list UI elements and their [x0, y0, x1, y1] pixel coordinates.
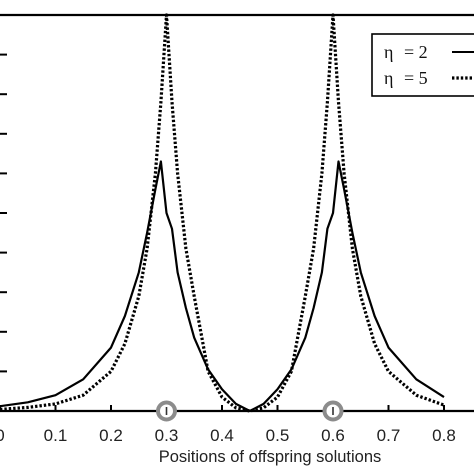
plot-frame	[0, 13, 474, 413]
x-axis-title: Positions of offspring solutions	[159, 448, 382, 466]
y-axis-ticks	[0, 53, 7, 373]
legend-label: = 2	[404, 42, 428, 62]
legend-item-0: η = 2	[384, 42, 474, 62]
legend: η = 2 η = 5	[371, 33, 474, 97]
legend-box	[371, 33, 474, 97]
legend-symbol: η	[384, 42, 393, 62]
x-axis-tick-labels: 0 0.1 0.2 0.3 0.4 0.5 0.6 0.7 0.8	[0, 426, 456, 445]
x-tick-label: 0	[0, 426, 5, 445]
legend-label: = 5	[404, 68, 428, 88]
x-tick-label: 0.8	[432, 426, 456, 445]
x-tick-label: 0.7	[377, 426, 401, 445]
legend-item-1: η = 5	[384, 68, 474, 88]
x-tick-label: 0.1	[44, 426, 68, 445]
legend-symbol: η	[384, 68, 393, 88]
parent-solution-marker	[156, 400, 177, 422]
x-tick-label: 0.5	[266, 426, 290, 445]
series-layer	[0, 13, 445, 413]
x-tick-label: 0.2	[99, 426, 123, 445]
parent-solution-marker	[322, 400, 344, 422]
parent-solution-markers	[156, 400, 344, 422]
x-tick-label: 0.3	[155, 426, 179, 445]
x-tick-label: 0.4	[210, 426, 234, 445]
series-line-solid	[0, 160, 445, 413]
x-tick-label: 0.6	[321, 426, 345, 445]
series-line-dotted	[0, 13, 445, 413]
